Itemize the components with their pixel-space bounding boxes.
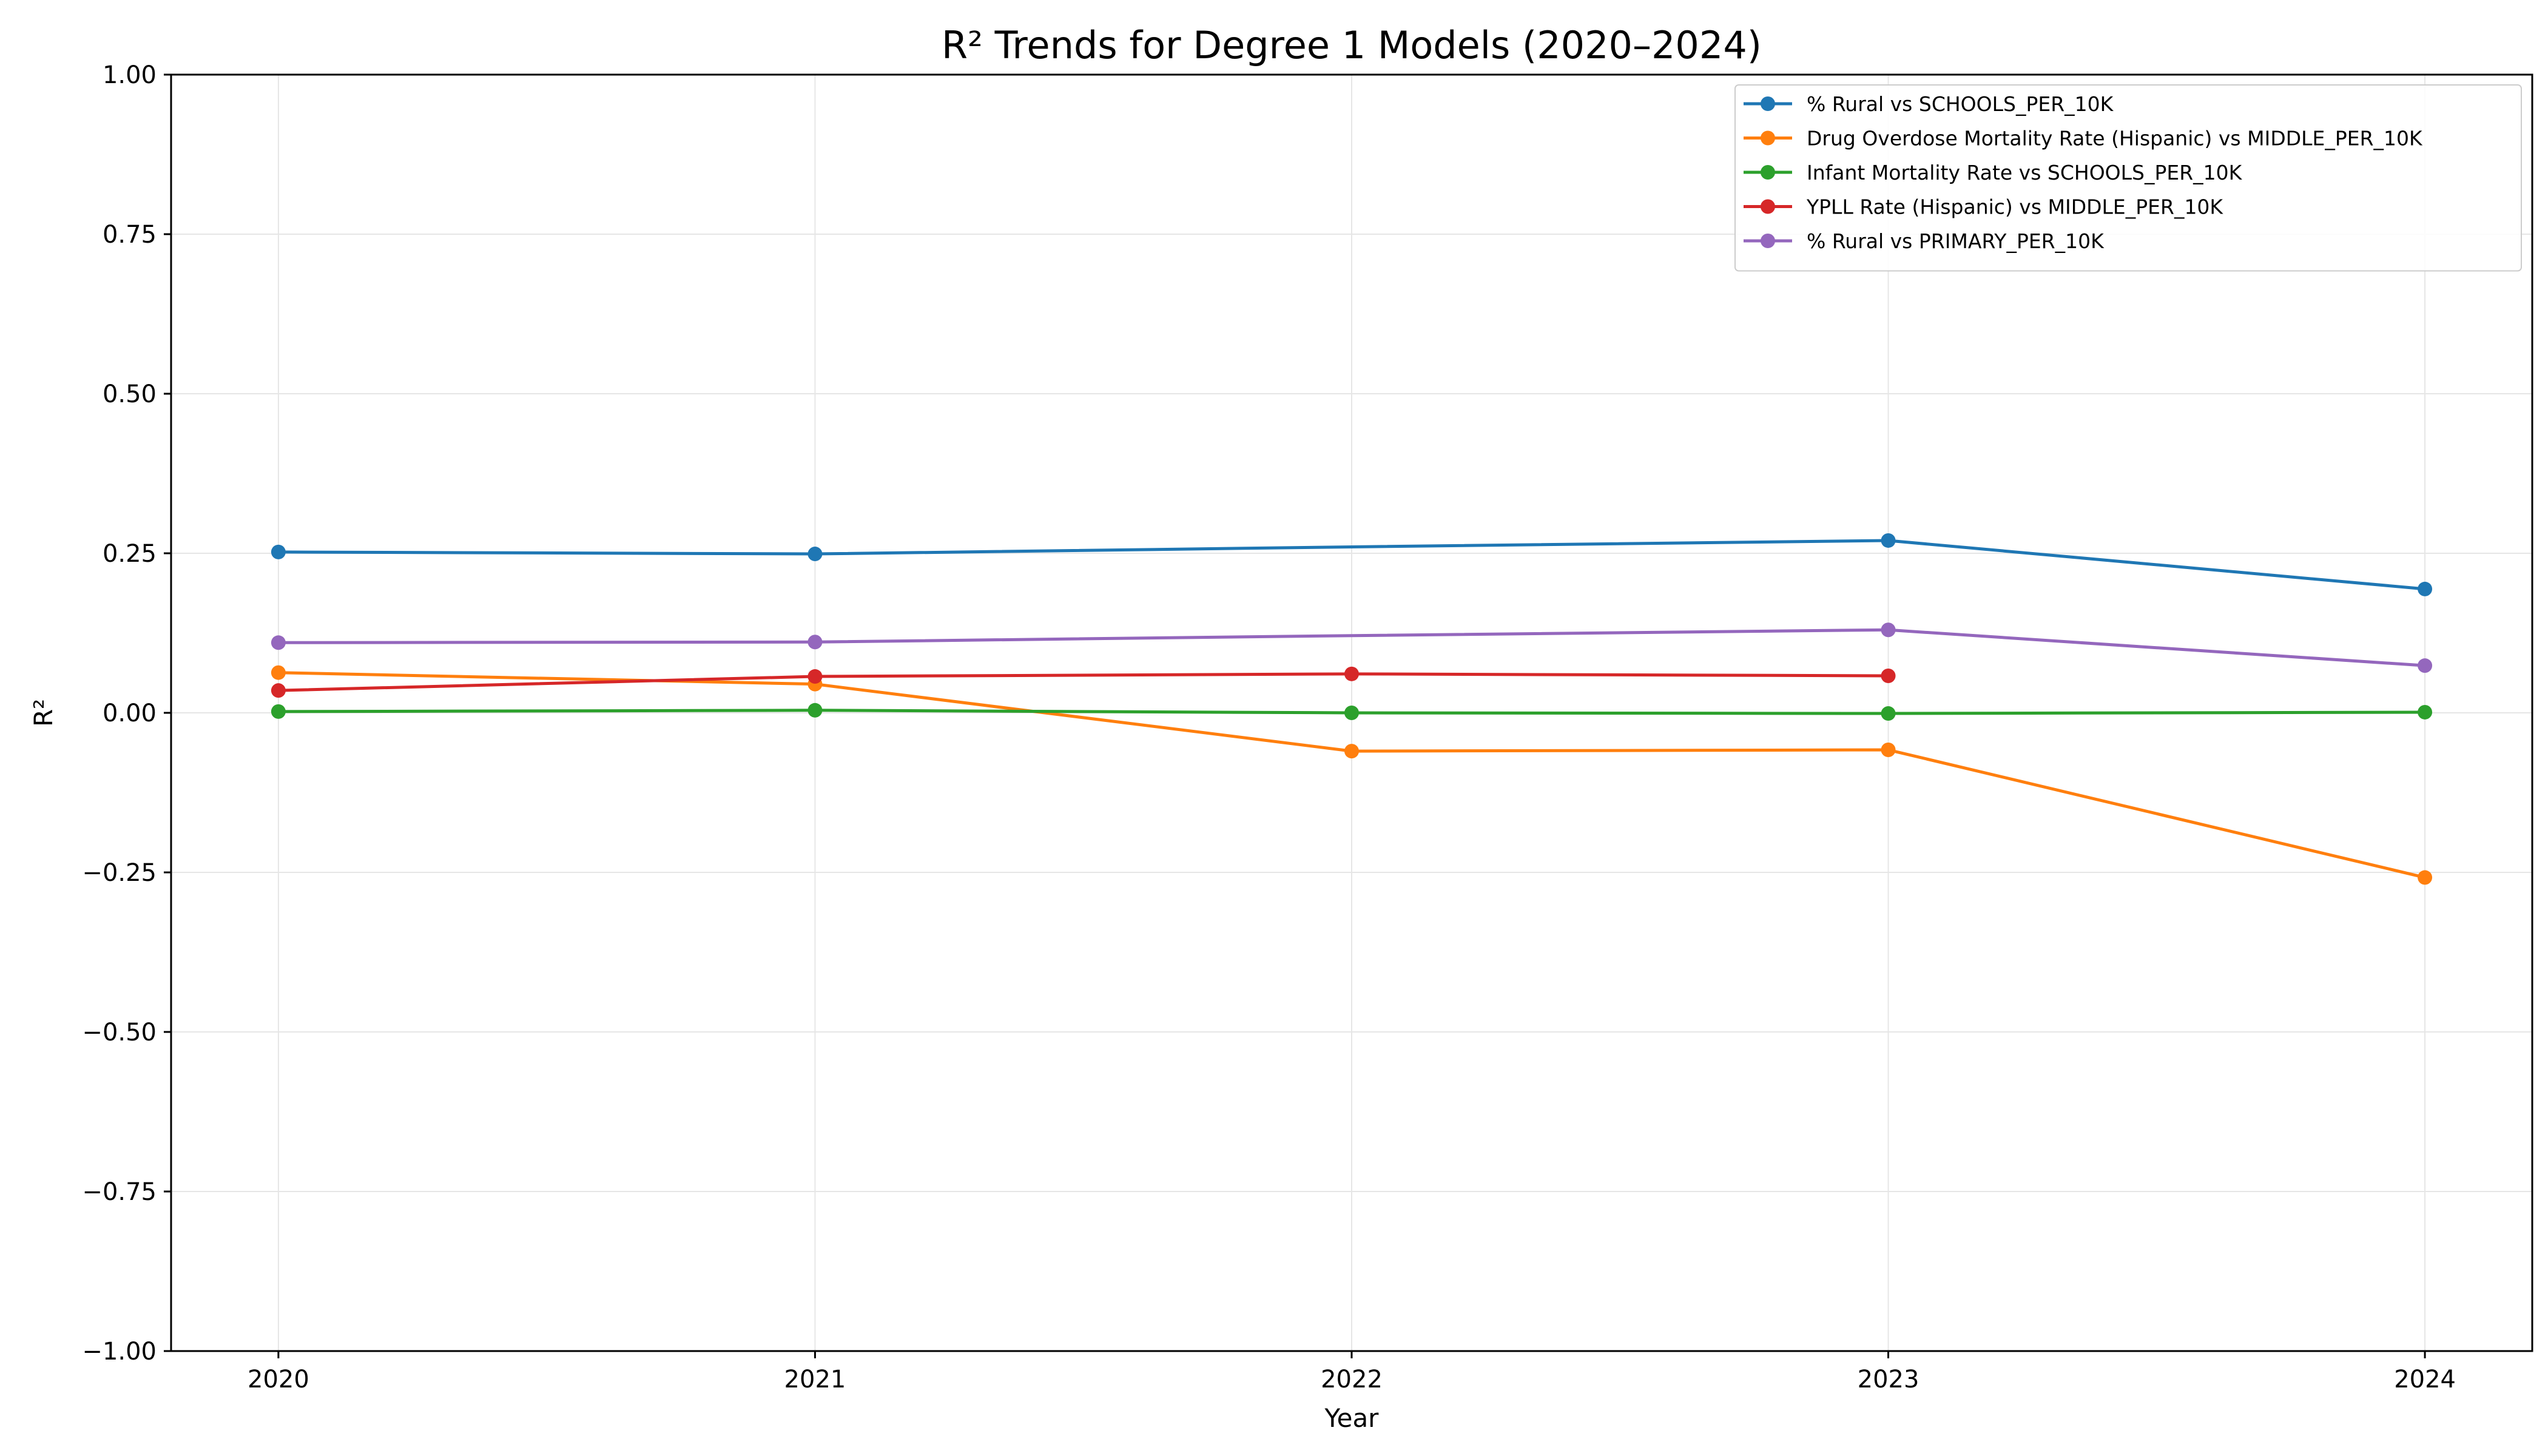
y-tick-label: 1.00 [103,61,157,89]
data-point [1881,743,1896,758]
legend-label: % Rural vs PRIMARY_PER_10K [1807,229,2105,253]
x-tick-label: 2022 [1321,1366,1383,1394]
y-axis-label: R² [29,699,58,727]
legend-swatch-marker [1761,234,1775,248]
data-point [271,665,286,680]
data-point [271,544,286,559]
data-point [1344,706,1359,720]
x-tick-label: 2020 [248,1366,309,1394]
legend-label: Infant Mortality Rate vs SCHOOLS_PER_10K [1807,161,2243,184]
legend-item: Drug Overdose Mortality Rate (Hispanic) … [1744,127,2423,150]
y-tick-label: −0.25 [82,859,157,887]
legend-item: % Rural vs PRIMARY_PER_10K [1744,229,2105,253]
legend-label: Drug Overdose Mortality Rate (Hispanic) … [1807,127,2423,150]
x-tick-label: 2021 [784,1366,846,1394]
x-tick-label: 2023 [1858,1366,1919,1394]
series-line [277,628,2427,667]
data-point [1881,622,1896,638]
data-point [1881,533,1896,548]
y-tick-label: −0.75 [82,1178,157,1206]
y-tick-label: 0.50 [103,380,157,408]
data-point [2418,704,2433,720]
y-tick-label: −1.00 [82,1338,157,1366]
data-point [1881,668,1896,683]
series-line [277,672,1890,692]
data-point [1344,744,1359,759]
data-point [807,669,823,684]
legend-label: % Rural vs SCHOOLS_PER_10K [1807,92,2114,116]
data-point [807,547,823,562]
legend-item: % Rural vs SCHOOLS_PER_10K [1744,92,2114,116]
series-5 [271,622,2433,673]
y-tick-label: −0.50 [82,1019,157,1046]
x-axis-label: Year [1324,1403,1380,1433]
data-point [807,703,823,718]
data-point [271,704,286,719]
legend-swatch-marker [1761,165,1775,180]
data-point [1881,706,1896,721]
legend: % Rural vs SCHOOLS_PER_10K Drug Overdose … [1734,84,2522,272]
y-tick-label: 0.25 [103,540,157,568]
chart-title: R² Trends for Degree 1 Models (2020–2024… [942,23,1762,67]
data-point [271,635,286,650]
series-line [277,539,2427,591]
series-1 [271,533,2433,596]
legend-swatch-marker [1761,130,1775,146]
x-tick-label: 2024 [2394,1366,2456,1394]
legend-item: YPLL Rate (Hispanic) vs MIDDLE_PER_10K [1744,195,2223,219]
y-tick-label: 0.75 [103,221,157,249]
data-point [2418,581,2433,596]
data-point [1344,666,1359,681]
data-point [2418,658,2433,673]
data-point [807,635,823,650]
axes: 2020 2021 2022 2023 2024 −1.00 −0.75 −0.50 −0.25… [82,61,2456,1394]
legend-swatch-marker [1761,96,1775,111]
series-3 [271,703,2433,721]
legend-swatch-marker [1761,199,1775,214]
legend-box [1734,84,2522,272]
legend-label: YPLL Rate (Hispanic) vs MIDDLE_PER_10K [1806,195,2223,219]
series-4 [271,666,1896,698]
data-point [2418,870,2433,885]
y-tick-label: 0.00 [103,699,157,727]
series-group [271,533,2433,885]
data-point [271,683,286,698]
legend-item: Infant Mortality Rate vs SCHOOLS_PER_10K [1744,161,2243,184]
